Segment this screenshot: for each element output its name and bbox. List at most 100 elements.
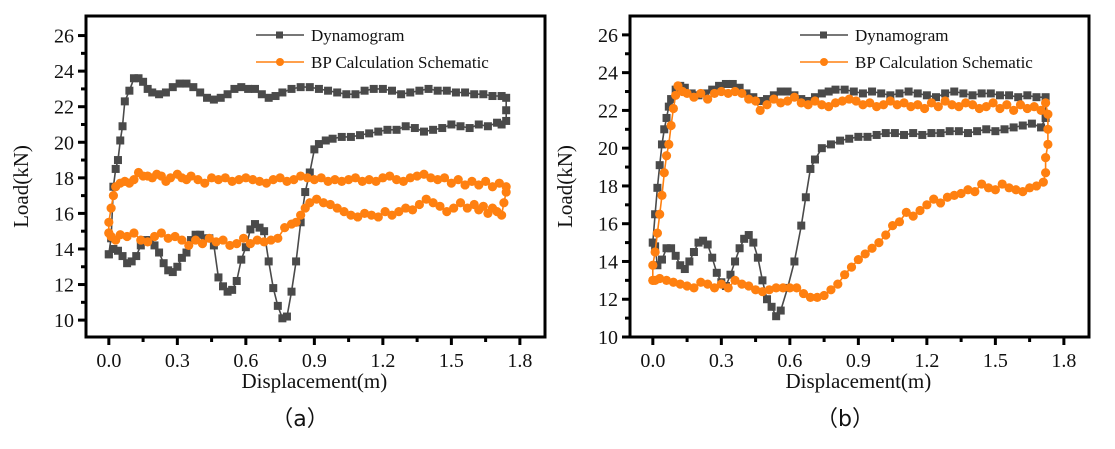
data-point: [209, 95, 218, 104]
data-point: [499, 198, 509, 208]
data-point: [826, 140, 835, 149]
data-point: [826, 285, 836, 295]
x-tick-label: 1.5: [439, 350, 464, 372]
legend-item: Dynamogram: [256, 26, 404, 45]
chart-a: 0.0 0.3 0.6 0.9 1.2 1.5 1.8 Displacement(m) 10 12…: [9, 14, 547, 432]
data-point: [782, 96, 793, 106]
data-point: [410, 124, 419, 133]
data-point: [164, 266, 173, 275]
data-point: [954, 102, 964, 112]
data-point: [853, 254, 863, 265]
series-bp-calculation: [104, 167, 511, 251]
data-point: [132, 252, 141, 261]
data-point: [111, 164, 120, 173]
data-point: [860, 249, 870, 259]
data-point: [664, 102, 673, 111]
data-point: [933, 102, 943, 112]
data-point: [806, 164, 815, 173]
data-point: [657, 255, 666, 264]
data-point: [708, 253, 717, 262]
data-point: [502, 106, 511, 115]
data-point: [716, 279, 726, 289]
data-point: [689, 92, 699, 102]
data-point: [446, 178, 456, 188]
data-point: [237, 83, 246, 92]
data-point: [310, 145, 319, 154]
data-point: [755, 105, 765, 116]
data-point: [797, 221, 806, 230]
data-point: [655, 209, 665, 219]
data-point: [230, 84, 239, 93]
data-point: [424, 84, 433, 93]
data-point: [840, 270, 850, 280]
data-point: [465, 124, 474, 133]
data-point: [374, 127, 383, 136]
data-point: [173, 262, 182, 271]
data-point: [449, 203, 459, 213]
y-tick-label: 14: [54, 239, 74, 261]
x-axis: 0.0 0.3 0.6 0.9 1.2 1.5 1.8: [96, 337, 532, 372]
y-tick-label: 24: [54, 61, 74, 83]
data-point: [474, 180, 484, 190]
data-point: [435, 201, 445, 211]
data-point: [388, 86, 396, 95]
data-point: [232, 276, 241, 285]
data-point: [851, 96, 861, 106]
data-point: [1004, 183, 1014, 193]
plot-area: [648, 79, 1053, 321]
data-point: [280, 223, 290, 233]
data-point: [223, 90, 232, 99]
data-point: [456, 122, 465, 131]
data-point: [963, 129, 972, 138]
data-point: [104, 250, 113, 259]
data-point: [671, 90, 681, 100]
x-tick-label: 1.8: [1051, 350, 1076, 372]
data-point: [824, 87, 833, 96]
data-point: [945, 127, 954, 136]
data-point: [453, 175, 463, 185]
data-point: [749, 238, 758, 247]
legend-circle-marker-icon: [276, 58, 284, 66]
data-point: [881, 129, 890, 138]
data-point: [973, 127, 982, 136]
data-point: [497, 92, 506, 101]
data-point: [155, 90, 164, 99]
data-point: [246, 225, 255, 234]
data-point: [895, 89, 904, 98]
data-point: [935, 198, 946, 208]
data-point: [106, 203, 116, 213]
data-point: [1032, 93, 1041, 102]
data-point: [337, 132, 346, 141]
data-point: [312, 194, 322, 204]
data-point: [333, 88, 342, 97]
data-point: [324, 86, 333, 95]
data-point: [968, 91, 977, 100]
data-point: [481, 176, 491, 186]
data-point: [863, 132, 872, 141]
data-point: [744, 231, 753, 240]
data-point: [740, 234, 749, 243]
data-point: [129, 228, 139, 238]
data-point: [778, 283, 788, 293]
data-point: [737, 279, 747, 289]
data-point: [983, 183, 994, 193]
data-point: [709, 283, 720, 293]
data-point: [881, 230, 891, 240]
data-point: [125, 86, 134, 95]
data-point: [455, 198, 466, 208]
data-point: [1015, 100, 1026, 110]
data-point: [676, 261, 685, 270]
data-point: [139, 77, 148, 86]
data-point: [865, 98, 875, 108]
data-point: [129, 175, 139, 185]
data-point: [648, 275, 658, 285]
data-point: [156, 228, 166, 238]
data-point: [104, 217, 114, 227]
data-point: [763, 295, 772, 304]
data-point: [699, 236, 708, 245]
data-point: [203, 93, 212, 102]
data-point: [954, 127, 963, 136]
data-point: [899, 98, 909, 108]
x-tick-label: 0.3: [709, 350, 734, 372]
data-point: [694, 238, 703, 247]
